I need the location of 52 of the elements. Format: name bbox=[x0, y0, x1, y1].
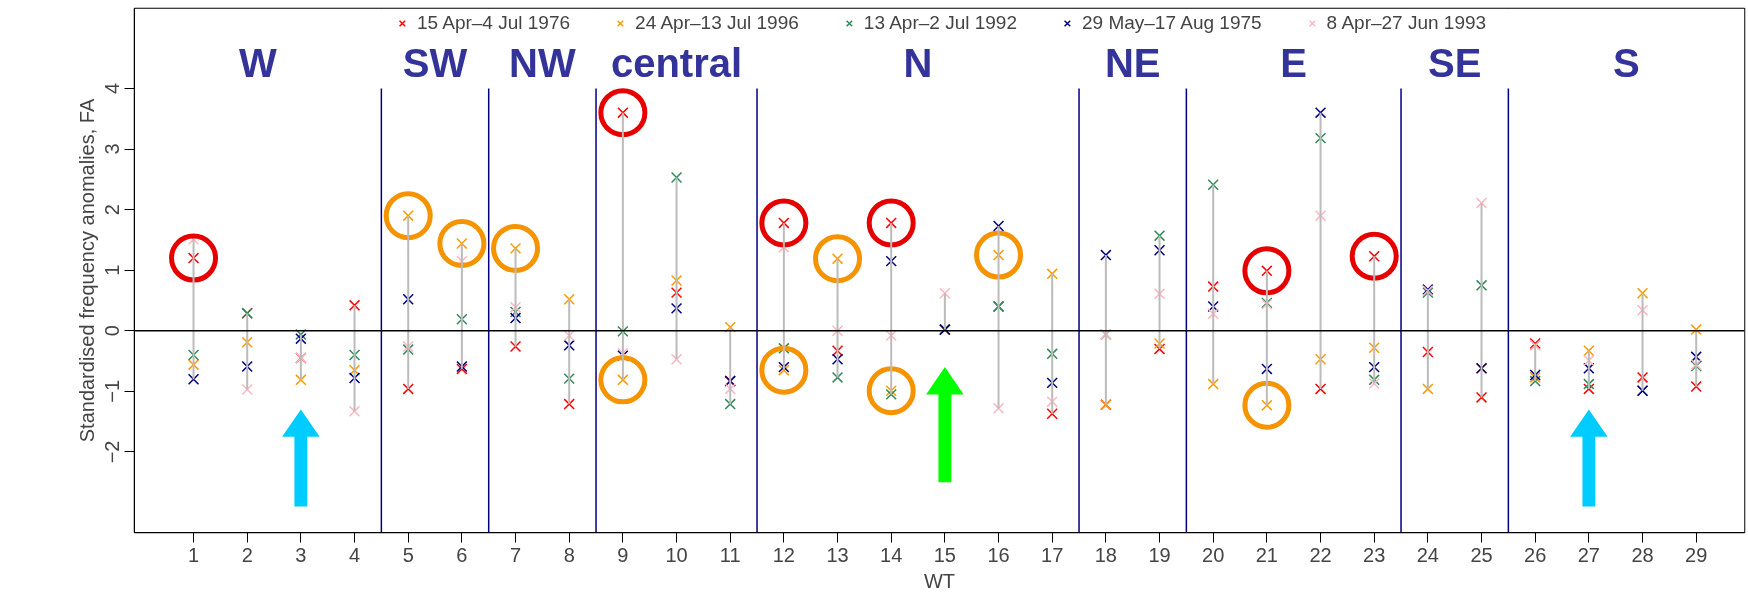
x-tick-label: 28 bbox=[1631, 543, 1654, 566]
x-tick-label: 17 bbox=[1041, 543, 1064, 566]
y-tick-label: 1 bbox=[101, 264, 124, 276]
y-tick-label: −1 bbox=[101, 379, 124, 403]
x-tick-label: 19 bbox=[1148, 543, 1171, 566]
band-label: SW bbox=[402, 40, 468, 85]
x-tick-label: 8 bbox=[563, 543, 575, 566]
legend-label: 29 May–17 Aug 1975 bbox=[1082, 12, 1262, 34]
x-tick-label: 23 bbox=[1363, 543, 1386, 566]
legend-label: 15 Apr–4 Jul 1976 bbox=[416, 12, 571, 34]
x-tick-label: 9 bbox=[617, 543, 629, 566]
x-tick-label: 13 bbox=[826, 543, 849, 566]
x-tick-label: 18 bbox=[1094, 543, 1117, 566]
x-tick-label: 3 bbox=[295, 543, 307, 566]
x-tick-label: 20 bbox=[1202, 543, 1225, 566]
legend-label: 24 Apr–13 Jul 1996 bbox=[635, 12, 799, 34]
y-tick-label: 0 bbox=[101, 325, 124, 337]
x-tick-label: 22 bbox=[1309, 543, 1332, 566]
band-label: S bbox=[1613, 40, 1640, 85]
band-label: N bbox=[903, 40, 933, 85]
x-tick-label: 21 bbox=[1255, 543, 1278, 566]
y-tick-label: 4 bbox=[101, 82, 124, 95]
x-tick-label: 5 bbox=[402, 543, 414, 566]
x-tick-label: 2 bbox=[241, 543, 253, 566]
x-tick-label: 12 bbox=[772, 543, 795, 566]
x-tick-label: 4 bbox=[348, 543, 361, 566]
x-tick-label: 15 bbox=[933, 543, 956, 566]
x-tick-label: 10 bbox=[665, 543, 688, 566]
x-tick-label: 26 bbox=[1524, 543, 1547, 566]
x-tick-label: 1 bbox=[187, 543, 200, 566]
legend-label: 8 Apr–27 Jun 1993 bbox=[1326, 12, 1487, 34]
x-tick-label: 6 bbox=[456, 543, 468, 566]
x-tick-label: 14 bbox=[880, 543, 903, 566]
band-label: W bbox=[239, 40, 278, 85]
x-tick-label: 29 bbox=[1685, 543, 1708, 566]
x-tick-label: 11 bbox=[719, 543, 741, 566]
band-label: central bbox=[610, 40, 743, 85]
legend-label: 13 Apr–2 Jul 1992 bbox=[863, 12, 1017, 34]
band-label: NE bbox=[1104, 40, 1161, 85]
y-tick-label: 3 bbox=[101, 143, 124, 155]
x-tick-label: 7 bbox=[509, 543, 522, 566]
x-tick-label: 24 bbox=[1416, 543, 1439, 566]
y-axis-title: Standardised frequency anomalies, FA bbox=[75, 98, 98, 443]
band-label: SE bbox=[1428, 40, 1482, 85]
x-tick-label: 16 bbox=[987, 543, 1010, 566]
band-label: E bbox=[1280, 40, 1308, 85]
x-tick-label: 25 bbox=[1470, 543, 1493, 566]
x-tick-label: 27 bbox=[1577, 543, 1600, 566]
y-tick-label: −2 bbox=[101, 440, 124, 464]
y-tick-label: 2 bbox=[101, 204, 124, 216]
x-axis-title: WT bbox=[923, 569, 956, 592]
band-label: NW bbox=[509, 40, 576, 85]
